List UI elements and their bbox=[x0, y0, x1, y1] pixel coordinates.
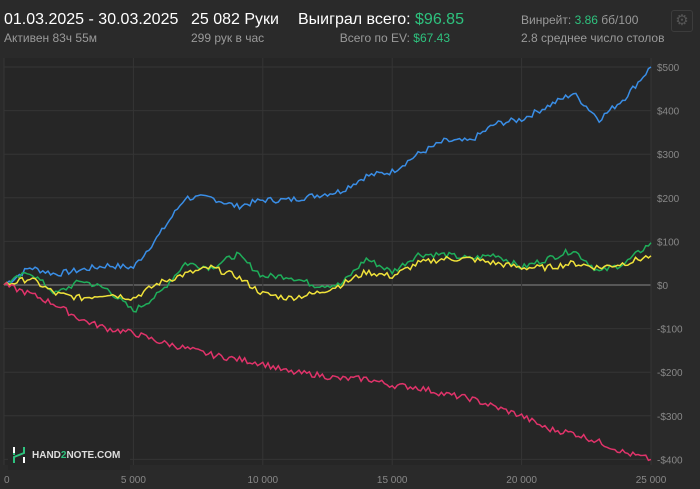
won-value: $96.85 bbox=[415, 11, 464, 28]
y-tick-label: -$300 bbox=[657, 412, 683, 423]
y-tick-label: $0 bbox=[657, 281, 669, 292]
y-tick-label: $300 bbox=[657, 150, 680, 161]
gear-icon[interactable]: ⚙ bbox=[671, 10, 693, 32]
y-tick-label: $100 bbox=[657, 237, 680, 248]
y-tick-label: $200 bbox=[657, 194, 680, 205]
series-line-showdown bbox=[3, 66, 652, 286]
y-tick-label: $500 bbox=[657, 63, 680, 74]
x-tick-label: 5 000 bbox=[121, 475, 146, 486]
x-tick-label: 0 bbox=[4, 475, 10, 486]
ev-label: Всего по EV: bbox=[339, 31, 410, 45]
x-tick-label: 15 000 bbox=[377, 475, 408, 486]
y-tick-label: -$200 bbox=[657, 368, 683, 379]
x-tick-label: 20 000 bbox=[506, 475, 537, 486]
date-range: 01.03.2025 - 30.03.2025 bbox=[4, 11, 179, 28]
logo-text: HAND2NOTE.COM bbox=[32, 449, 121, 461]
hand2note-logo: HAND2NOTE.COM bbox=[8, 440, 130, 470]
hands-per-hour: 299 рук в час bbox=[191, 31, 265, 45]
x-tick-label: 10 000 bbox=[248, 475, 279, 486]
active-time: Активен 83ч 55м bbox=[4, 31, 97, 45]
winrate-label: Винрейт: bbox=[521, 13, 572, 27]
won-label: Выиграл всего: bbox=[298, 11, 411, 28]
y-tick-label: $400 bbox=[657, 107, 680, 118]
series-line-ev bbox=[3, 254, 652, 302]
winrate-unit: бб/100 bbox=[601, 13, 639, 27]
series-line-non-showdown bbox=[3, 281, 652, 462]
winrate-value: 3.86 bbox=[574, 13, 598, 27]
hands-count: 25 082 Руки bbox=[191, 11, 279, 28]
logo-icon bbox=[13, 447, 25, 463]
y-tick-label: -$400 bbox=[657, 455, 683, 466]
avg-tables: 2.8 среднее число столов bbox=[521, 31, 665, 45]
winrate: Винрейт: 3.86 бб/100 bbox=[521, 13, 638, 27]
x-tick-label: 25 000 bbox=[636, 475, 667, 486]
total-ev: Всего по EV: $67.43 bbox=[340, 31, 450, 45]
ev-value: $67.43 bbox=[413, 31, 450, 45]
total-won: Выиграл всего: $96.85 bbox=[298, 11, 464, 29]
y-tick-label: -$100 bbox=[657, 325, 683, 336]
plot-area bbox=[4, 58, 651, 465]
